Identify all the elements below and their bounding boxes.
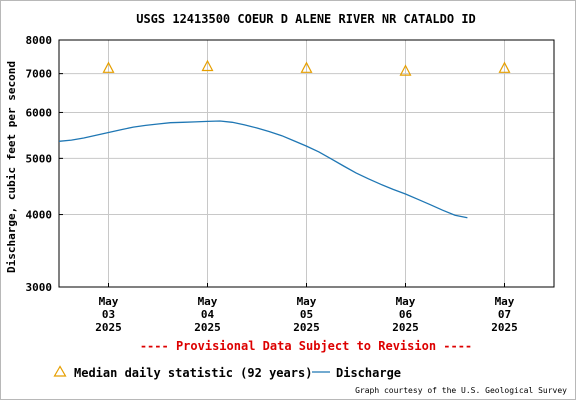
- median-triangle-marker: [201, 59, 214, 72]
- legend: Median daily statistic (92 years) Discha…: [53, 365, 401, 380]
- y-axis-ticks: 3000 4000 5000 6000 7000 8000: [26, 34, 63, 294]
- median-triangle-marker: [399, 64, 412, 76]
- legend-median-triangle-symbol: [53, 365, 67, 377]
- median-triangle-marker: [102, 61, 115, 73]
- x-tick-label: 04: [201, 308, 215, 321]
- x-tick-label: May: [396, 295, 416, 308]
- usgs-credit: Graph courtesy of the U.S. Geological Su…: [355, 386, 567, 395]
- y-tick-label: 5000: [26, 152, 53, 165]
- x-tick-label: 05: [300, 308, 313, 321]
- y-tick-label: 8000: [26, 34, 53, 47]
- legend-median-label: Median daily statistic (92 years): [74, 366, 312, 380]
- x-tick-label: May: [99, 295, 119, 308]
- x-tick-label: May: [297, 295, 317, 308]
- y-axis-label: Discharge, cubic feet per second: [5, 61, 18, 273]
- grid: [59, 39, 554, 288]
- x-tick-label: 2025: [194, 321, 221, 334]
- x-tick-label: May: [198, 295, 218, 308]
- x-tick-label: 07: [498, 308, 511, 321]
- y-tick-label: 7000: [26, 68, 53, 81]
- x-tick-label: 03: [102, 308, 115, 321]
- median-triangle-marker: [300, 61, 313, 73]
- x-tick-label: 06: [399, 308, 413, 321]
- x-tick-label: 2025: [491, 321, 518, 334]
- median-triangle-marker: [498, 61, 511, 73]
- x-axis-ticks: May032025May042025May052025May062025May0…: [95, 283, 518, 334]
- x-tick-label: 2025: [392, 321, 419, 334]
- chart-title: USGS 12413500 COEUR D ALENE RIVER NR CAT…: [136, 12, 476, 26]
- y-tick-label: 4000: [26, 209, 53, 222]
- x-tick-label: 2025: [293, 321, 320, 334]
- discharge-line: [58, 120, 468, 219]
- series-layer: [58, 59, 511, 219]
- y-tick-label: 3000: [26, 281, 53, 294]
- legend-discharge-label: Discharge: [336, 366, 401, 380]
- provisional-notice: ---- Provisional Data Subject to Revisio…: [140, 339, 472, 353]
- x-tick-label: May: [495, 295, 515, 308]
- y-tick-label: 6000: [26, 106, 53, 119]
- x-tick-label: 2025: [95, 321, 122, 334]
